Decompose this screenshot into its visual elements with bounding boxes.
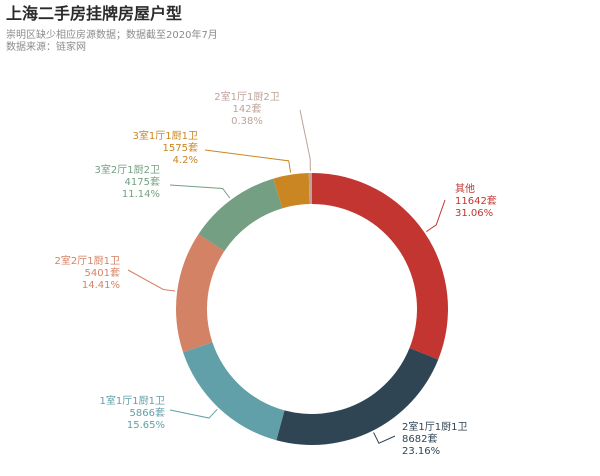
leader-line-4 [169, 184, 231, 199]
slice-label-3-name: 2室2厅1厨1卫 [55, 254, 120, 267]
slice-label-4-name: 3室2厅1厨2卫 [95, 163, 160, 176]
slice-label-3-count: 5401套 [85, 266, 120, 279]
slice-label-1-count: 8682套 [402, 432, 437, 445]
slice-label-2-percent: 15.65% [127, 420, 165, 431]
leader-line-1 [373, 432, 396, 444]
slice-label-2-name: 1室1厅1厨1卫 [100, 394, 165, 407]
slice-label-6-percent: 0.38% [231, 116, 263, 127]
slice-label-5-count: 1575套 [163, 141, 198, 154]
slice-label-1-percent: 23.16% [402, 446, 440, 457]
leader-line-5 [204, 149, 292, 173]
slice-label-5-name: 3室1厅1厨1卫 [133, 129, 198, 142]
leader-line-2 [169, 408, 218, 419]
leader-line-0 [426, 199, 446, 233]
chart-header: 上海二手房挂牌房屋户型 崇明区缺少相应房源数据；数据截至2020年7月 数据来源… [6, 4, 218, 54]
slice-2[interactable] [182, 342, 285, 441]
leader-line-3 [127, 269, 176, 292]
data-source: 数据来源：链家网 [6, 42, 86, 53]
slice-label-3-percent: 14.41% [82, 280, 120, 291]
slice-label-1-name: 2室1厅1厨1卫 [402, 420, 467, 433]
slice-label-6-name: 2室1厅1厨2卫 [214, 90, 279, 103]
chart-subtitle: 崇明区缺少相应房源数据；数据截至2020年7月 [6, 30, 218, 41]
slice-label-6-count: 142套 [232, 102, 261, 115]
slice-label-4-count: 4175套 [125, 175, 160, 188]
slice-label-0-percent: 31.06% [455, 208, 493, 219]
slice-4[interactable] [198, 178, 283, 252]
slice-1[interactable] [276, 348, 439, 445]
slice-0[interactable] [312, 173, 448, 360]
slice-label-0-count: 11642套 [455, 194, 497, 207]
slice-6[interactable] [308, 173, 312, 205]
slice-3[interactable] [175, 234, 225, 353]
slice-label-0-name: 其他 [455, 182, 475, 195]
slice-label-4-percent: 11.14% [122, 189, 160, 200]
slice-label-2-count: 5866套 [130, 406, 165, 419]
leader-line-6 [299, 109, 311, 172]
slice-5[interactable] [273, 173, 310, 209]
chart-title: 上海二手房挂牌房屋户型 [6, 4, 183, 23]
slice-label-5-percent: 4.2% [173, 155, 198, 166]
